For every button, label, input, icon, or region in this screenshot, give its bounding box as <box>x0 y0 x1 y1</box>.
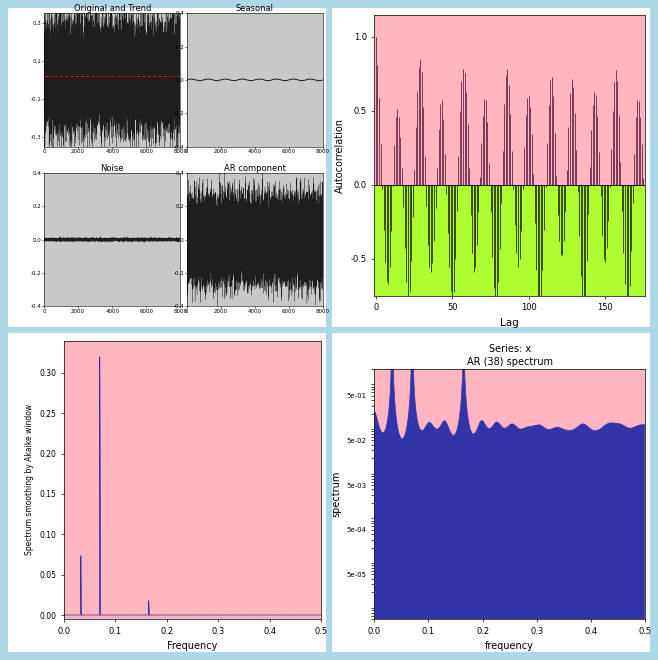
Title: Original and Trend: Original and Trend <box>74 4 151 13</box>
X-axis label: frequency: frequency <box>485 642 534 651</box>
X-axis label: Frequency: Frequency <box>167 642 218 651</box>
Y-axis label: spectrum: spectrum <box>331 471 341 517</box>
Title: Seasonal: Seasonal <box>236 4 274 13</box>
Y-axis label: Spectrum smoothing by Akaike window: Spectrum smoothing by Akaike window <box>24 405 34 555</box>
X-axis label: Lag: Lag <box>500 318 519 328</box>
Y-axis label: Autocorrelation: Autocorrelation <box>335 117 345 193</box>
Title: Series: x
AR (38) spectrum: Series: x AR (38) spectrum <box>467 344 553 367</box>
Title: Noise: Noise <box>101 164 124 173</box>
Bar <box>374 15 645 185</box>
Title: AR component: AR component <box>224 164 286 173</box>
